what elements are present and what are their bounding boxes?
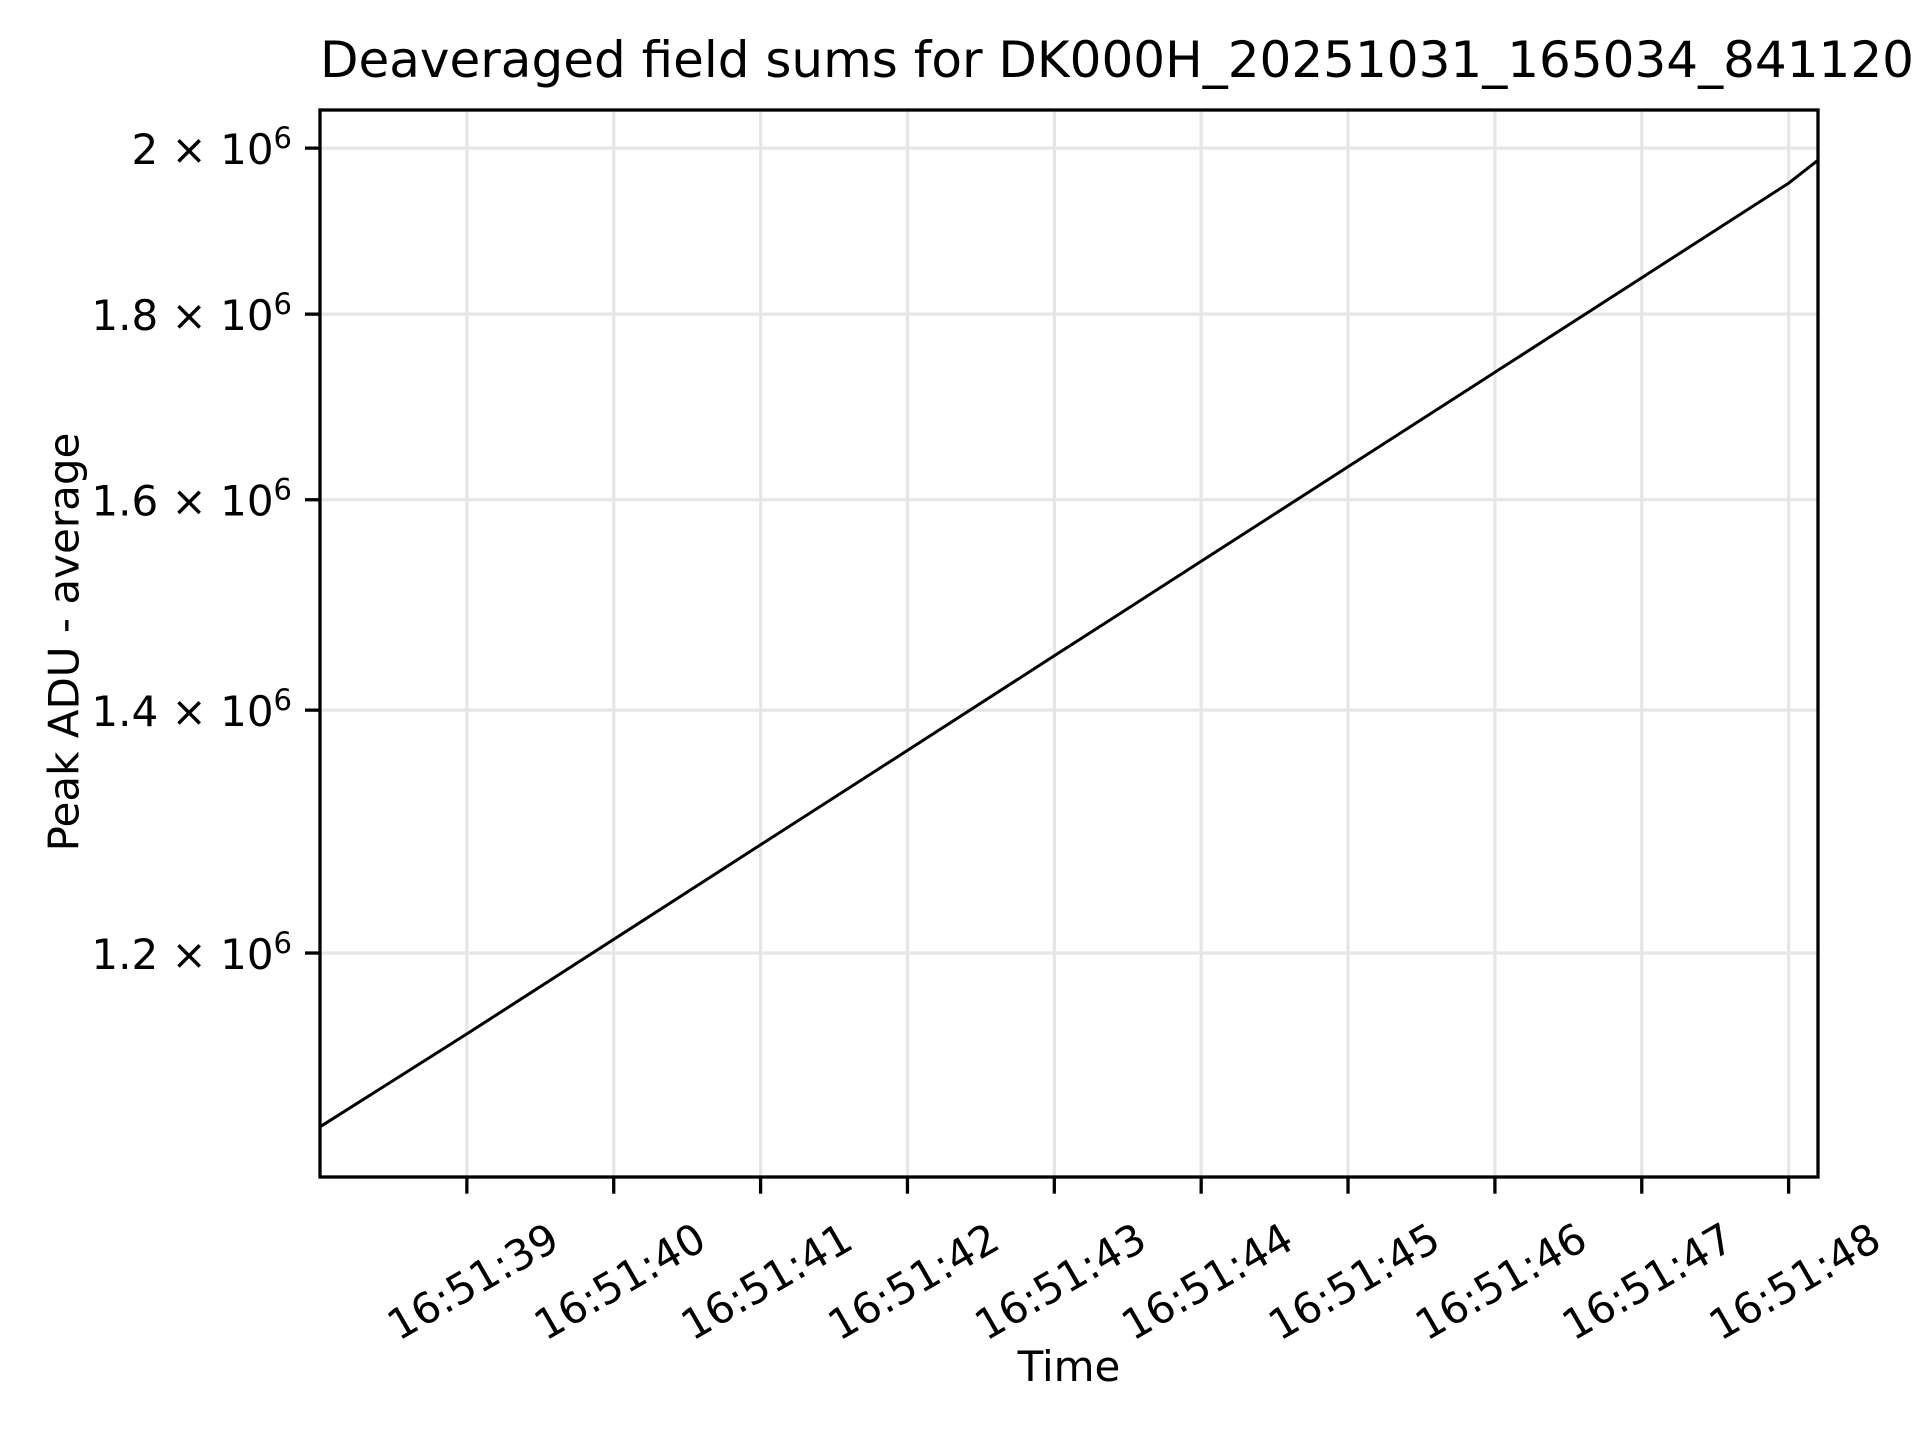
y-tick-label: 1.6 × 106: [91, 473, 292, 526]
y-tick-label: 1.8 × 106: [91, 287, 292, 340]
x-axis-label: Time: [1017, 1342, 1121, 1391]
y-tick-label: 1.4 × 106: [91, 683, 292, 736]
y-tick-label: 1.2 × 106: [91, 926, 292, 979]
y-tick-label: 2 × 106: [131, 121, 292, 174]
data-line: [319, 159, 1819, 1129]
plot-border: [318, 108, 1820, 1179]
chart-title: Deaveraged field sums for DK000H_2025103…: [320, 31, 1914, 89]
